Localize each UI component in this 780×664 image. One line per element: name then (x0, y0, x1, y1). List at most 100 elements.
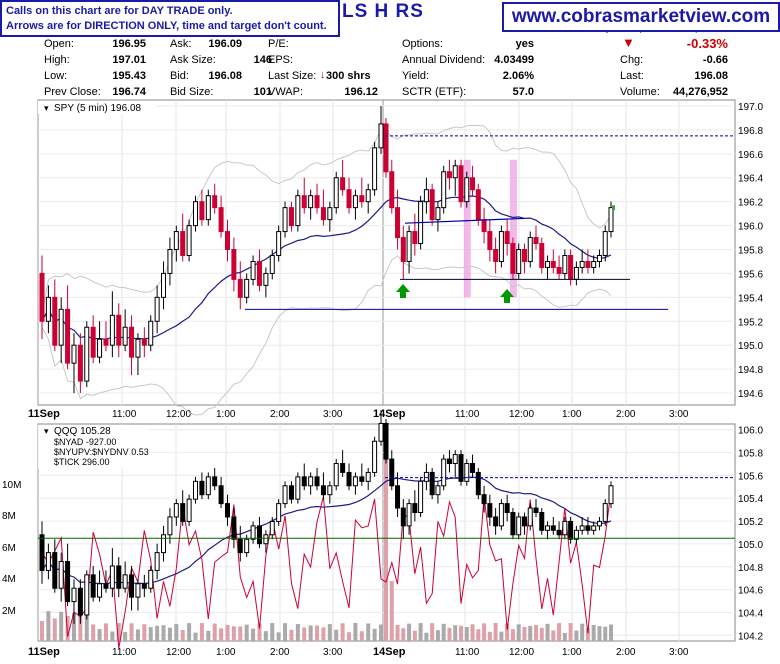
qqq-candle-body (116, 565, 122, 589)
qqq-candle-body (573, 529, 579, 540)
qqq-candle-body (452, 454, 458, 465)
qqq-candle-body (516, 516, 522, 536)
candle-body (45, 296, 51, 322)
volume-bar (562, 632, 567, 641)
lower-y-tick-right: 105.8 (738, 449, 763, 460)
price-y-tick: 195.0 (738, 341, 763, 352)
qqq-candle-body (602, 503, 608, 522)
candle-body (585, 260, 591, 268)
volume-bar (557, 623, 562, 641)
candle-body (533, 237, 539, 245)
lower-y-tick-right: 105.6 (738, 471, 763, 482)
volume-bar (52, 618, 57, 641)
candle-body (573, 266, 579, 280)
candle-body (435, 207, 441, 221)
candle-body (340, 177, 346, 191)
volume-bar (91, 624, 96, 641)
candle-body (475, 189, 481, 221)
price-x-tick: 14Sep (373, 408, 406, 420)
volume-bar (505, 623, 510, 641)
volume-bar (78, 614, 83, 641)
volume-bar (219, 628, 224, 641)
qqq-candle-body (314, 476, 320, 487)
qqq-candle-body (470, 463, 476, 473)
volume-bar (148, 627, 153, 641)
qqq-candle-body (52, 552, 58, 589)
lower-y-tick-right: 105.0 (738, 540, 763, 551)
volume-bar (545, 623, 550, 641)
candle-body (470, 177, 476, 191)
candle-body (65, 308, 71, 364)
volume-bar (129, 623, 134, 641)
qqq-candle-body (481, 494, 487, 505)
price-y-tick: 197.0 (738, 102, 763, 113)
volume-bar (167, 627, 172, 641)
up-arrow-icon (396, 284, 410, 298)
qqq-candle-body (244, 538, 250, 554)
candle-body (423, 189, 429, 203)
qqq-candle-body (269, 520, 275, 536)
candle-body (263, 272, 269, 286)
bid-size-value: 101 (253, 86, 272, 98)
qqq-candle-body (550, 525, 556, 531)
qqq-candle-body (320, 485, 326, 496)
website-banner[interactable]: www.cobrasmarketview.com (502, 2, 780, 32)
moving-average-line (41, 195, 612, 340)
volume-bar (482, 623, 487, 641)
candle-body (308, 195, 314, 209)
highlight-band (463, 159, 471, 298)
lower-x-tick: 11Sep (28, 646, 60, 658)
qqq-candle-body (352, 476, 358, 487)
candle-body (527, 237, 533, 262)
candle-body (400, 237, 406, 262)
eps-label: EPS: (268, 54, 294, 66)
lower-x-tick: 2:00 (270, 647, 290, 658)
candle-body (487, 231, 493, 251)
price-y-tick: 194.8 (738, 365, 763, 376)
candle-body (135, 338, 141, 358)
lower-x-tick: 3:00 (669, 647, 689, 658)
volume-bar (334, 629, 339, 641)
candle-body (256, 260, 262, 286)
lower-y-tick-right: 104.8 (738, 563, 763, 574)
price-y-tick: 196.2 (738, 198, 763, 209)
notice-line-1: Calls on this chart are for DAY TRADE on… (6, 5, 233, 17)
lower-y-tick-right: 104.2 (738, 631, 763, 642)
down-arrow-icon: ↓ (320, 69, 326, 81)
volume-bar (493, 623, 498, 641)
volume-bar (534, 625, 538, 641)
qqq-candle-body (97, 583, 103, 598)
candle-body (365, 189, 371, 203)
price-x-tick: 3:00 (669, 409, 689, 420)
bid-size-label: Bid Size: (170, 86, 214, 98)
candle-body (237, 278, 243, 298)
volume-bar (193, 632, 198, 641)
candle-legend-icon: ▾ (44, 103, 49, 113)
candle-body (521, 249, 527, 262)
candle-body (129, 326, 135, 358)
qqq-candle-body (521, 516, 527, 527)
candle-body (295, 195, 301, 227)
qqq-candle-body (256, 525, 262, 545)
qqq-candle-body (122, 574, 128, 589)
qqq-candle-body (475, 471, 481, 496)
volume-bar (603, 626, 608, 641)
qqq-candle-body (141, 583, 147, 589)
lower-x-tick: 3:00 (323, 647, 343, 658)
qqq-candle-body (340, 463, 346, 473)
vwap-value: 196.12 (344, 86, 378, 98)
prev-close-value: 196.74 (112, 86, 146, 98)
candle-body (458, 165, 464, 203)
price-chart-title: SPY (5 min) 196.08 (54, 103, 142, 114)
volume-bar (97, 629, 102, 641)
candle-body (516, 249, 522, 274)
volume-y-tick: 4M (2, 574, 16, 585)
candle-body (269, 254, 275, 274)
volume-bar (516, 624, 521, 641)
qqq-candle-body (412, 503, 418, 514)
candle-body (346, 189, 352, 209)
volume-bar (174, 623, 179, 641)
candle-body (395, 207, 401, 239)
candle-body (510, 243, 516, 274)
volume-bar (401, 628, 406, 641)
